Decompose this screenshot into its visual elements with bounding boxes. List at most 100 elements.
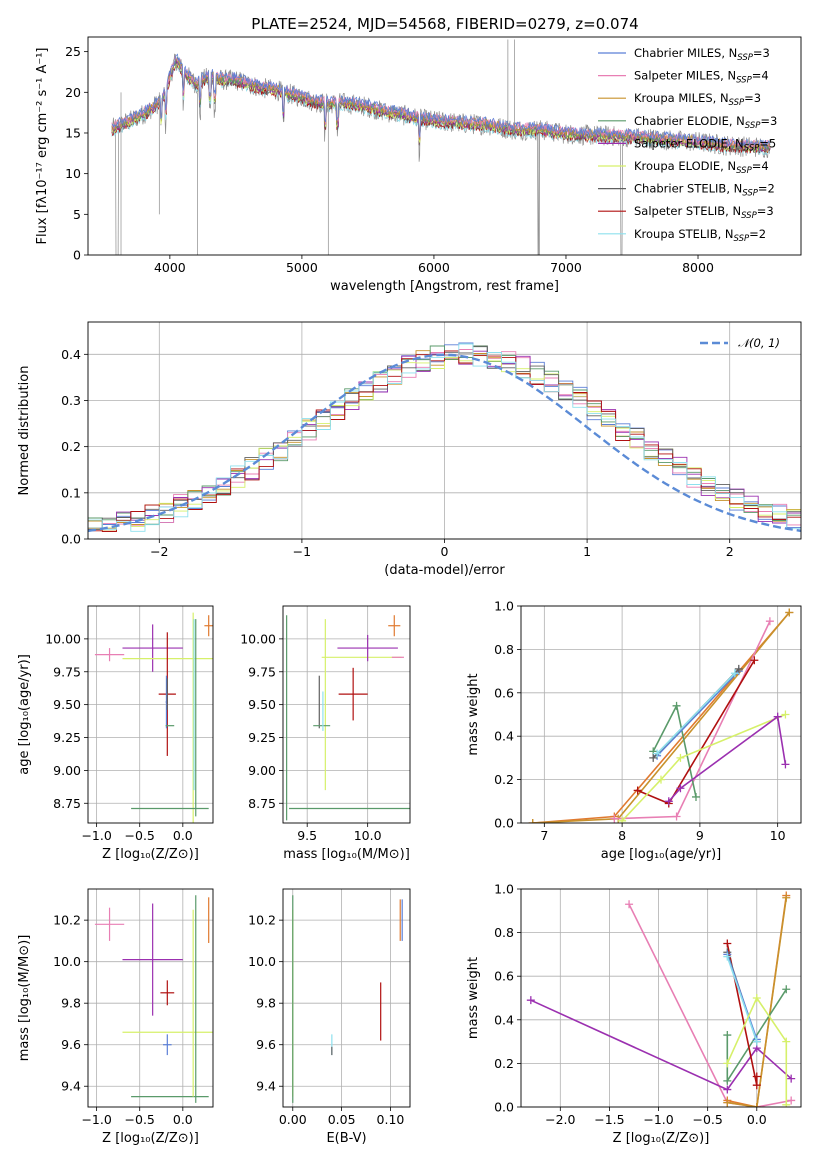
weight-line xyxy=(656,670,740,757)
axes-frame xyxy=(282,888,411,1108)
y-tick-label: 10.2 xyxy=(248,913,276,928)
weight-point xyxy=(723,952,732,961)
x-tick-label: 8000 xyxy=(682,260,714,275)
legend-entry-value: =2 xyxy=(749,227,766,241)
x-tick-label: 4000 xyxy=(154,260,186,275)
weight-line xyxy=(656,672,736,755)
x-tick-label: −0.5 xyxy=(125,1112,155,1127)
legend-entry-value: =3 xyxy=(757,204,774,218)
y-tick-label: 10.00 xyxy=(240,631,276,646)
y-tick-label: 9.8 xyxy=(256,996,276,1011)
legend-entry-sub: SSP xyxy=(729,98,745,108)
y-tick-label: 9.50 xyxy=(53,697,81,712)
y-tick-label: 0.2 xyxy=(494,1056,514,1071)
y-axis-label: Flux [fλ10⁻¹⁷ erg cm⁻² s⁻¹ A⁻¹] xyxy=(35,48,50,245)
weight-point xyxy=(723,1059,732,1068)
legend-entry-value: =4 xyxy=(752,69,769,83)
x-axis-label: mass [log₁₀(M/M⊙)] xyxy=(283,847,410,862)
plot-area xyxy=(286,615,410,821)
x-tick-label: 10 xyxy=(770,828,786,843)
weight-point xyxy=(730,669,739,678)
weight-point xyxy=(752,1072,761,1081)
legend-entry-name: Chabrier STELIB, N xyxy=(634,182,742,196)
x-tick-label: −0.5 xyxy=(125,828,155,843)
weight-point xyxy=(734,664,743,673)
y-tick-label: 10.0 xyxy=(248,954,276,969)
y-tick-label: 9.6 xyxy=(61,1037,81,1052)
observed-spectrum-line xyxy=(111,53,771,255)
weight-point xyxy=(781,710,790,719)
y-tick-label: 0.0 xyxy=(61,532,81,547)
y-tick-label: 25 xyxy=(65,44,81,59)
weight-point xyxy=(649,753,658,762)
legend-entry-name: Kroupa MILES, N xyxy=(634,91,729,105)
weight-line xyxy=(532,611,790,823)
legend-entry-sub: SSP xyxy=(736,76,752,86)
weight-point xyxy=(785,608,794,617)
weight-point xyxy=(526,996,535,1005)
x-tick-label: −2.0 xyxy=(545,1112,575,1127)
normal-curve xyxy=(88,353,801,533)
weight-point xyxy=(752,1103,761,1107)
histogram-step xyxy=(88,355,801,529)
weight-point xyxy=(653,749,662,758)
x-tick-label: 2 xyxy=(726,544,734,559)
x-tick-label: 7 xyxy=(540,828,548,843)
weight-point xyxy=(752,1037,761,1046)
x-tick-label: 0.05 xyxy=(328,1112,356,1127)
plot-area xyxy=(88,342,801,533)
weight-line xyxy=(621,713,786,822)
legend-entry-sub: SSP xyxy=(741,211,757,221)
x-axis-label: wavelength [Angstrom, rest frame] xyxy=(330,279,559,294)
weight-line xyxy=(628,903,792,1107)
x-axis-label: (data-model)/error xyxy=(384,563,505,578)
axes-spectrum: 4000 5000 6000 7000 8000 0 5 10 15 20 25 wavelength… xyxy=(35,36,802,294)
y-tick-label: 0.3 xyxy=(61,393,81,408)
x-tick-label: −0.5 xyxy=(692,1112,722,1127)
y-tick-label: 9.4 xyxy=(256,1079,276,1094)
legend-entry-name: Salpeter STELIB, N xyxy=(634,204,741,218)
weight-point xyxy=(752,1081,761,1090)
legend-entry-value: =5 xyxy=(759,136,776,150)
x-tick-label: −1.0 xyxy=(643,1112,673,1127)
axes-mass-vs-EBV: 0.00 0.05 0.10 9.4 9.6 9.8 10.0 10.2 E(B-V) xyxy=(248,888,411,1146)
x-tick-label: 0.00 xyxy=(279,1112,307,1127)
weight-line xyxy=(726,956,758,1042)
axes-frame xyxy=(520,605,802,824)
x-tick-label: 7000 xyxy=(550,260,582,275)
x-tick-label: 6000 xyxy=(418,260,450,275)
weight-point xyxy=(692,792,700,801)
y-tick-label: 8.75 xyxy=(53,796,81,811)
legend-entry-value: =3 xyxy=(753,46,770,60)
axes-frame xyxy=(282,605,411,824)
x-tick-label: 9 xyxy=(696,828,704,843)
y-tick-label: 1.0 xyxy=(494,882,514,897)
y-tick-label: 9.4 xyxy=(61,1079,81,1094)
legend-entry: Salpeter MILES, NSSP=4 xyxy=(634,69,769,86)
weight-point xyxy=(782,1037,791,1046)
y-tick-label: 5 xyxy=(73,207,81,222)
weight-line xyxy=(727,897,788,1107)
weight-line xyxy=(668,715,787,802)
weight-point xyxy=(773,712,782,721)
weight-point xyxy=(676,753,685,762)
legend-entry: Salpeter ELODIE, NSSP=5 xyxy=(634,136,776,153)
y-tick-label: 0.4 xyxy=(494,729,514,744)
weight-point xyxy=(657,775,665,784)
y-tick-label: 0.4 xyxy=(494,1012,514,1027)
x-tick-label: −2 xyxy=(150,544,168,559)
x-tick-label: 5000 xyxy=(286,260,318,275)
y-tick-label: 0.6 xyxy=(494,685,514,700)
y-axis-label: mass weight xyxy=(466,957,481,1039)
legend-entry: Chabrier STELIB, NSSP=2 xyxy=(634,182,775,199)
y-tick-label: 9.00 xyxy=(53,763,81,778)
weight-point xyxy=(765,617,774,626)
y-tick-label: 10.2 xyxy=(53,913,81,928)
legend-entry-name: Kroupa STELIB, N xyxy=(634,227,734,241)
y-tick-label: 10 xyxy=(65,166,81,181)
legend-entry: Chabrier ELODIE, NSSP=3 xyxy=(634,114,777,131)
x-axis-label: Z [log₁₀(Z/Z⊙)] xyxy=(102,847,199,862)
x-tick-label: 0 xyxy=(441,544,449,559)
